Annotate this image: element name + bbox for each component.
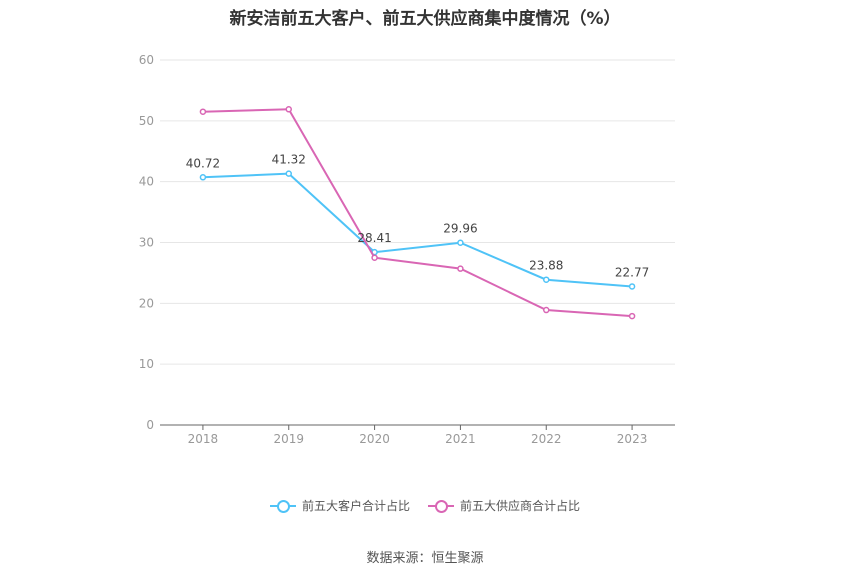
grid-layer [160,59,675,365]
legend-label-suppliers: 前五大供应商合计占比 [460,499,581,513]
legend: 前五大客户合计占比 前五大供应商合计占比 [0,497,850,514]
legend-swatch-suppliers-icon [428,499,454,513]
y-tick-label: 50 [139,114,154,128]
data-label: 29.96 [443,222,477,236]
source-note: 数据来源：恒生聚源 [366,551,484,566]
data-point [285,170,292,177]
axis-layer: 0 10 20 30 40 50 60 2018 2019 2020 2021 2022 2023 [139,53,675,446]
y-tick-label: 10 [139,357,154,371]
data-point [199,108,207,115]
data-point [543,276,550,283]
data-point [285,106,292,113]
x-tick-label: 2019 [273,432,304,446]
legend-item-suppliers[interactable]: 前五大供应商合计占比 [428,497,580,514]
data-label: 28.41 [357,231,391,245]
series-layer [199,106,636,320]
chart-title: 新安洁前五大客户、前五大供应商集中度情况（%） [229,9,621,29]
x-tick-label: 2021 [445,432,476,446]
y-tick-label: 30 [139,236,154,250]
y-tick-label: 0 [146,418,154,432]
data-label: 22.77 [615,265,649,279]
data-point [199,174,207,181]
series-line-0 [202,172,633,288]
y-tick-label: 20 [139,296,154,310]
data-point [628,312,636,320]
data-point [457,239,464,246]
x-tick-label: 2018 [188,432,219,446]
data-point [628,283,636,290]
data-point [371,254,378,261]
x-tick-label: 2022 [531,432,562,446]
y-tick-label: 60 [139,53,154,67]
data-point [457,265,464,272]
legend-swatch-customers-icon [269,499,296,513]
legend-label-customers: 前五大客户合计占比 [301,499,410,513]
x-tick-label: 2023 [617,432,648,446]
legend-item-customers[interactable]: 前五大客户合计占比 [269,497,410,514]
label-layer: 40.72 41.32 28.41 29.96 23.88 22.77 [186,153,650,280]
data-label: 40.72 [186,156,220,170]
data-label: 23.88 [529,259,563,273]
series-line-1 [202,108,633,318]
data-point [543,306,550,314]
x-tick-label: 2020 [359,432,390,446]
y-tick-label: 40 [139,175,154,189]
data-label: 41.32 [272,153,306,167]
